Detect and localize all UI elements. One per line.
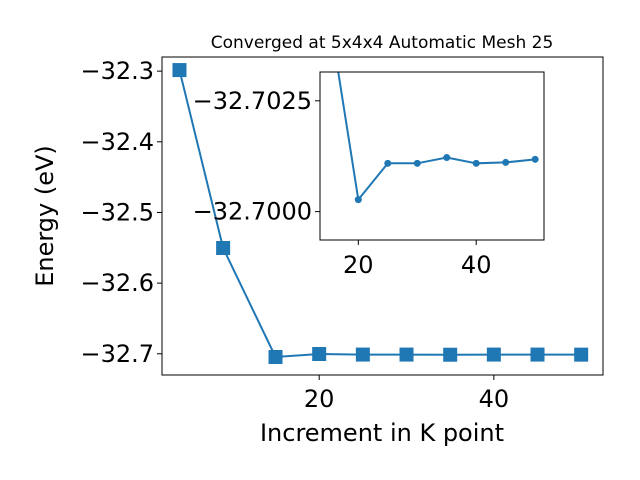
- main-y-tick-label: −32.5: [80, 198, 154, 226]
- inset-y-axis: −32.7025 −32.7000: [193, 87, 320, 226]
- main-data-point: [443, 347, 458, 362]
- inset-plot-frame: [319, 71, 545, 241]
- x-axis-label: Increment in K point: [260, 419, 504, 447]
- inset-series-line: [337, 72, 536, 203]
- inset-data-point: [472, 159, 480, 167]
- main-data-point: [312, 347, 327, 362]
- inset-data-point: [443, 154, 451, 162]
- main-x-tick-label: 20: [304, 385, 335, 413]
- main-x-tick-label: 40: [479, 385, 510, 413]
- inset-data-point: [502, 158, 510, 166]
- main-data-point: [216, 241, 231, 256]
- inset-x-tick-label: 20: [343, 251, 374, 279]
- inset-y-tick-label: −32.7000: [193, 198, 312, 226]
- main-y-tick-label: −32.3: [80, 57, 154, 85]
- main-data-point: [486, 347, 501, 362]
- main-y-tick-label: −32.4: [80, 128, 154, 156]
- y-axis-label: Energy (eV): [31, 145, 59, 287]
- main-series-line: [178, 69, 582, 359]
- main-data-point: [268, 349, 283, 364]
- inset-data-point: [384, 159, 392, 167]
- inset-data-point: [413, 159, 421, 167]
- main-data-point: [172, 63, 187, 78]
- inset-series: [337, 72, 539, 204]
- main-series: [172, 63, 589, 364]
- main-x-axis: 20 40: [304, 375, 509, 413]
- inset-x-tick-label: 40: [461, 251, 492, 279]
- main-y-axis: −32.3 −32.4 −32.5 −32.6 −32.7: [80, 57, 162, 368]
- inset-x-axis: 20 40: [343, 240, 491, 279]
- main-plot-frame: [161, 56, 604, 376]
- main-data-point: [355, 347, 370, 362]
- main-y-tick-label: −32.7: [80, 340, 154, 368]
- main-chart: Converged at 5x4x4 Automatic Mesh 25 −32…: [31, 33, 604, 447]
- inset-data-point: [354, 196, 362, 204]
- main-data-point: [574, 347, 589, 362]
- main-y-tick-label: −32.6: [80, 269, 154, 297]
- main-data-point: [530, 347, 545, 362]
- chart-title: Converged at 5x4x4 Automatic Mesh 25: [211, 33, 554, 53]
- inset-chart: −32.7025−32.7000 20 40: [193, 71, 545, 279]
- inset-data-point: [531, 155, 539, 163]
- main-data-point: [399, 347, 414, 362]
- inset-y-tick-label: −32.7025: [193, 87, 312, 115]
- inset-background: [320, 72, 544, 240]
